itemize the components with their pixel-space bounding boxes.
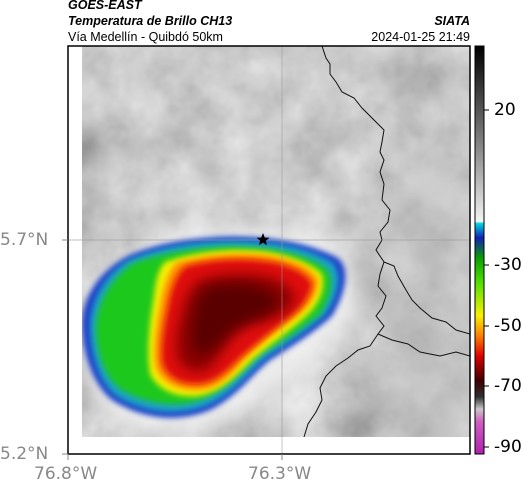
colorbar-label: -70: [494, 376, 522, 396]
satellite-title: GOES-EAST: [68, 0, 142, 12]
axis-ticks: [62, 239, 283, 460]
boundary-lines: [303, 46, 470, 437]
lat-tick-label: 5.7°N: [0, 230, 49, 250]
colorbar-label: -50: [494, 316, 522, 336]
storm-system: [82, 236, 346, 418]
gridlines: [68, 46, 470, 454]
colorbar-label: -30: [494, 255, 522, 275]
timestamp-label: 2024-01-25 21:49: [371, 30, 470, 44]
lon-tick-label: 76.3°W: [248, 464, 312, 484]
colorbar-label: 20: [494, 100, 516, 120]
colorbar: [474, 45, 489, 455]
product-title: Temperatura de Brillo CH13: [68, 14, 233, 28]
agency-label: SIATA: [434, 14, 470, 28]
map-border: [67, 45, 471, 455]
region-subtitle: Vía Medellín - Quibdó 50km: [68, 30, 223, 44]
lon-tick-label: 76.8°W: [34, 464, 98, 484]
colorbar-label: -90: [494, 437, 522, 457]
star-icon: [256, 233, 270, 246]
storm-core: [192, 284, 277, 355]
lat-tick-label: 5.2°N: [0, 444, 49, 464]
